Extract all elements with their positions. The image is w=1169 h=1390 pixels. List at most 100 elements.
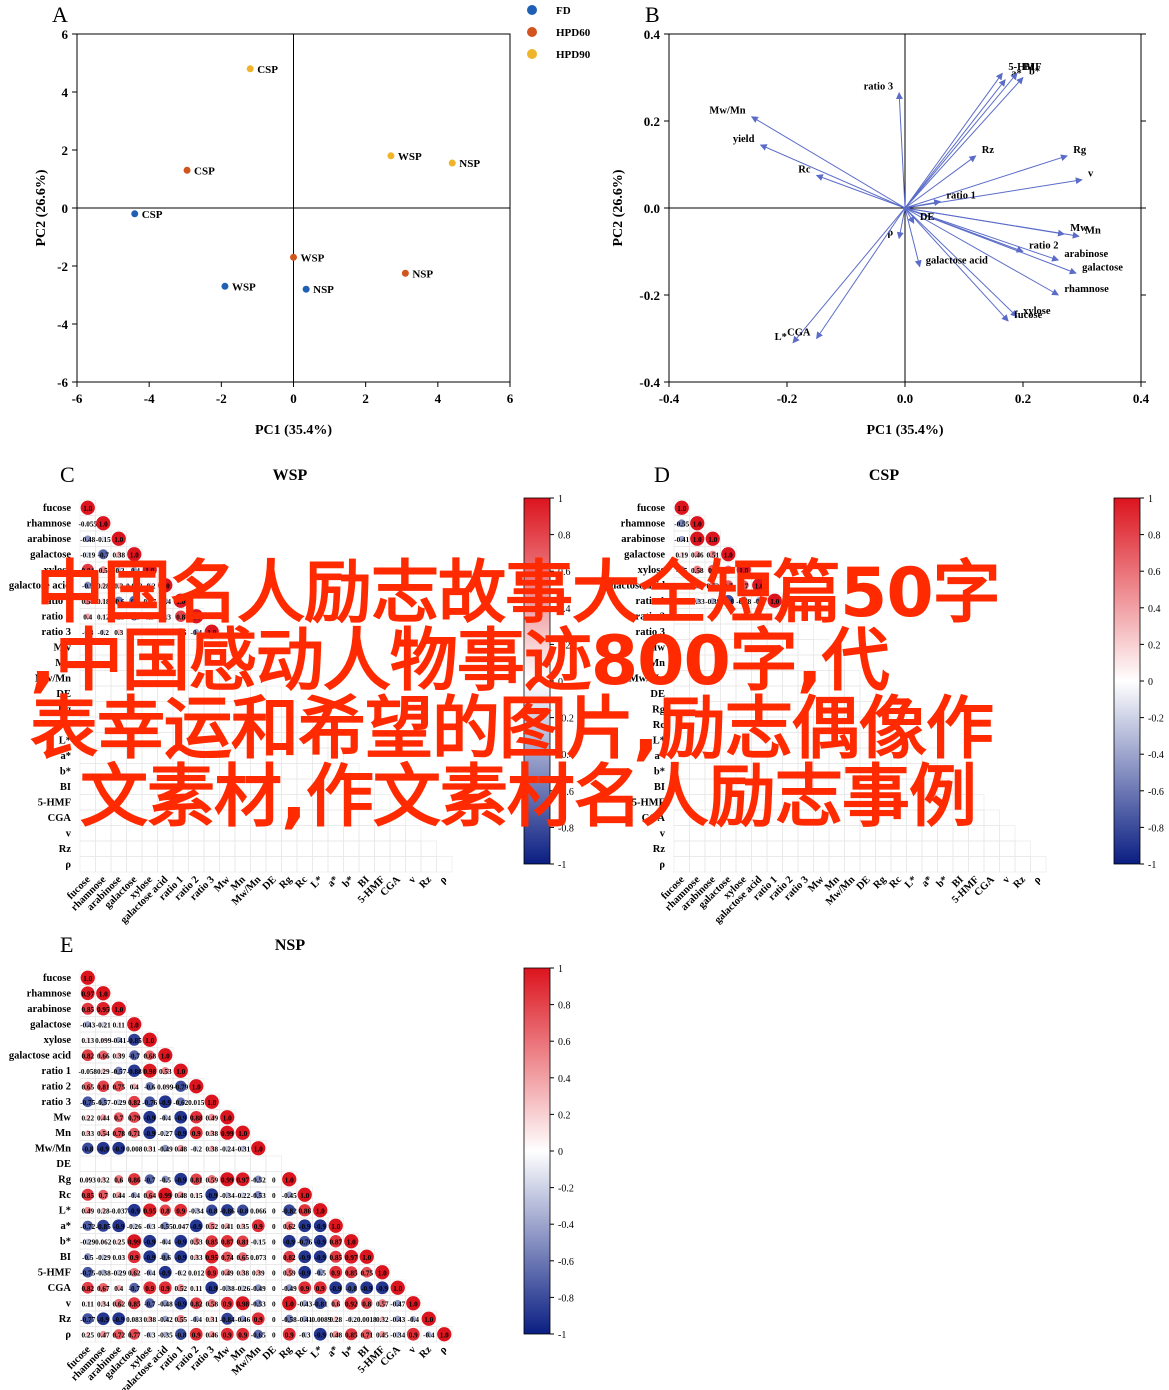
correlation-value: 0.11 [113, 1021, 126, 1029]
heatmap-cell [281, 732, 298, 749]
heatmap-cell [704, 732, 721, 749]
row-label: ratio 3 [636, 627, 665, 638]
correlation-value: -0.43 [80, 1021, 95, 1029]
correlation-value: 0.54 [81, 598, 94, 606]
correlation-circle [85, 1238, 91, 1244]
correlation-circle [739, 596, 748, 605]
x-tick-label: -6 [72, 391, 83, 406]
heatmap-cell [999, 825, 1016, 842]
heatmap-cell [921, 840, 938, 857]
colorbar [523, 967, 551, 1335]
correlation-circle [193, 1254, 199, 1260]
heatmap-cell [828, 732, 845, 749]
correlation-value: -0.15 [251, 1238, 266, 1246]
correlation-circle [127, 547, 142, 562]
correlation-value: 0.9 [331, 1269, 340, 1277]
heatmap-cell [79, 856, 96, 873]
correlation-value: 1.0 [770, 598, 779, 606]
correlation-circle [158, 1281, 172, 1295]
correlation-value: -0.48 [158, 1300, 173, 1308]
heatmap-cell [828, 670, 845, 687]
correlation-value: -0.8 [82, 1145, 94, 1153]
panel-letter: C [60, 462, 75, 487]
heatmap-cell [312, 794, 329, 811]
heatmap-cell [937, 794, 954, 811]
correlation-value: 0.68 [143, 1052, 156, 1060]
correlation-circle [240, 1192, 246, 1198]
correlation-value: 1.0 [83, 505, 92, 513]
correlation-value: 0.99 [221, 1176, 234, 1184]
correlation-value: 0.31 [205, 1316, 218, 1324]
correlation-value: 1.0 [424, 1316, 433, 1324]
row-label: Rc [59, 720, 72, 731]
heatmap-cell [203, 809, 220, 826]
correlation-value: 0 [272, 1269, 276, 1277]
correlation-circle [333, 1316, 339, 1322]
heatmap-cell [219, 685, 236, 702]
data-point [387, 152, 395, 160]
correlation-value: 0.28 [97, 582, 110, 590]
panel-letter: A [52, 2, 68, 27]
correlation-circle [131, 1145, 137, 1151]
heatmap-cell [126, 685, 143, 702]
correlation-value: 0.9 [192, 1130, 201, 1138]
heatmap-cell [859, 856, 876, 873]
heatmap-cell [890, 732, 907, 749]
correlation-value: 1.0 [362, 1254, 371, 1262]
heatmap-cell [374, 856, 391, 873]
heatmap-cell [813, 639, 830, 656]
x-axis-label: PC1 (35.4%) [867, 423, 944, 438]
heatmap-cell [141, 856, 158, 873]
heatmap-cell [234, 670, 251, 687]
correlation-circle [85, 1300, 91, 1306]
heatmap-cell [203, 670, 220, 687]
heatmap-cell [673, 701, 690, 718]
correlation-value: 0.38 [205, 1130, 218, 1138]
heatmap-cell [673, 825, 690, 842]
row-label: Mn [55, 658, 71, 669]
row-label: 5-HMF [38, 798, 71, 809]
correlation-value: 0.5 [99, 567, 108, 575]
correlation-value: -0.4 [160, 1114, 172, 1122]
correlation-value: -0.8 [206, 1207, 218, 1215]
correlation-circle [189, 609, 204, 624]
correlation-value: 0.47 [97, 1331, 110, 1339]
correlation-circle [128, 1095, 141, 1108]
heatmap-cell [110, 716, 127, 733]
heatmap-cell [813, 794, 830, 811]
correlation-circle [147, 582, 153, 588]
correlation-circle [359, 1249, 374, 1264]
heatmap-cell [250, 763, 267, 780]
heatmap-cell [797, 794, 814, 811]
correlation-circle [221, 1235, 234, 1248]
heatmap-cell [906, 794, 923, 811]
correlation-circle [193, 1285, 199, 1291]
heatmap-cell [126, 639, 143, 656]
heatmap-cell [389, 840, 406, 857]
heatmap-cell [782, 856, 799, 873]
row-label: Mw/Mn [35, 1144, 71, 1155]
heatmap-cell [327, 747, 344, 764]
heatmap-cell [673, 685, 690, 702]
correlation-value: 0 [272, 1300, 276, 1308]
heatmap-cell [203, 794, 220, 811]
correlation-circle [694, 598, 700, 604]
correlation-circle [142, 1063, 157, 1078]
correlation-value: 1.0 [130, 1021, 139, 1029]
correlation-value: -0.35 [158, 1331, 173, 1339]
correlation-value: 1.0 [145, 1037, 154, 1045]
heatmap-cell [157, 763, 174, 780]
correlation-circle [111, 531, 126, 546]
correlation-value: 0.15 [190, 1192, 203, 1200]
heatmap-cell [689, 623, 706, 640]
correlation-value: 0.47 [691, 582, 704, 590]
correlation-value: 0.75 [112, 1083, 125, 1091]
correlation-circle [235, 1172, 250, 1187]
heatmap-cell [890, 856, 907, 873]
correlation-circle [221, 1312, 234, 1325]
heatmap-cell [312, 763, 329, 780]
y-tick-label: 6 [62, 27, 69, 42]
correlation-value: 1.0 [114, 536, 123, 544]
correlation-value: -0.41 [111, 1037, 126, 1045]
heatmap-cell [751, 685, 768, 702]
